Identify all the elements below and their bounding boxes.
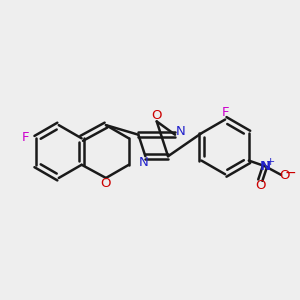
Text: −: −	[285, 165, 296, 179]
Text: N: N	[139, 156, 149, 169]
Text: O: O	[101, 177, 111, 190]
Text: F: F	[22, 130, 30, 144]
Text: O: O	[151, 109, 161, 122]
Text: O: O	[279, 169, 290, 182]
Text: N: N	[260, 160, 271, 173]
Text: F: F	[222, 106, 230, 119]
Text: +: +	[266, 157, 275, 167]
Text: N: N	[176, 125, 186, 138]
Text: O: O	[255, 179, 266, 192]
